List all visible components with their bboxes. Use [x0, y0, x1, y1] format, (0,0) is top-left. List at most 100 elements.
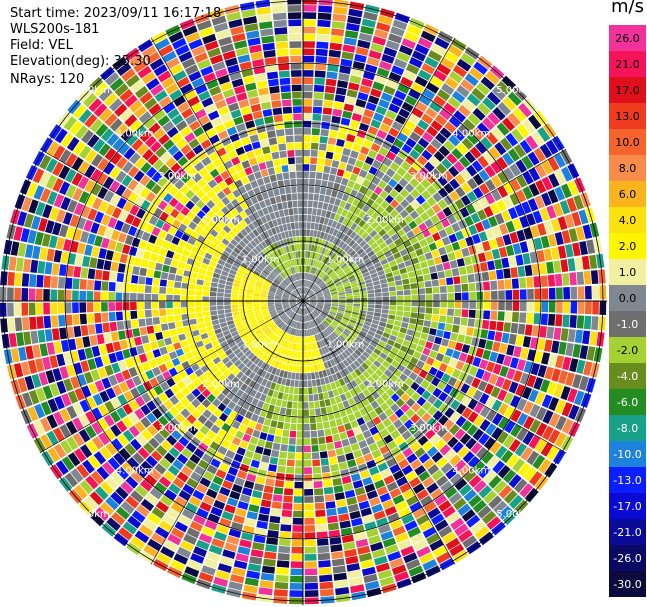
velocity-cell [447, 285, 454, 293]
velocity-cell [319, 282, 325, 288]
velocity-cell [116, 156, 128, 170]
velocity-cell [349, 75, 362, 84]
velocity-cell [312, 357, 317, 365]
velocity-cell [310, 298, 317, 300]
velocity-cell [380, 402, 390, 412]
velocity-cell [381, 392, 390, 402]
velocity-cell [102, 461, 115, 475]
velocity-cell [191, 363, 200, 372]
velocity-cell [315, 278, 321, 284]
velocity-cell [316, 524, 328, 532]
velocity-cell [248, 371, 256, 380]
velocity-cell [289, 302, 297, 306]
velocity-cell [261, 308, 268, 313]
velocity-cell [216, 147, 227, 157]
velocity-cell [60, 196, 71, 211]
velocity-cell [332, 565, 346, 574]
velocity-cell [239, 210, 248, 219]
velocity-cell [163, 257, 172, 266]
velocity-cell [503, 355, 512, 367]
velocity-cell [129, 100, 143, 113]
velocity-cell [226, 126, 238, 136]
velocity-cell [464, 374, 475, 386]
velocity-cell [101, 128, 114, 142]
velocity-cell [519, 372, 530, 385]
velocity-cell [319, 348, 324, 356]
velocity-cell [501, 210, 512, 222]
velocity-cell [65, 420, 78, 435]
velocity-cell [495, 236, 505, 248]
velocity-cell [212, 92, 224, 103]
velocity-cell [436, 475, 449, 487]
velocity-cell [422, 559, 438, 571]
velocity-cell [272, 12, 287, 21]
velocity-cell [250, 103, 262, 113]
velocity-cell [309, 178, 315, 186]
velocity-cell [370, 340, 378, 348]
velocity-cell [266, 434, 275, 442]
velocity-cell [312, 311, 318, 317]
velocity-cell [316, 294, 324, 298]
velocity-cell [225, 449, 236, 459]
velocity-cell [256, 155, 265, 164]
velocity-cell [289, 386, 294, 394]
velocity-cell [345, 164, 354, 173]
velocity-cell [137, 293, 144, 301]
velocity-cell [282, 304, 289, 307]
velocity-cell [537, 127, 551, 142]
velocity-cell [378, 254, 386, 262]
velocity-cell [72, 187, 83, 201]
velocity-cell [367, 250, 375, 258]
velocity-cell [131, 510, 146, 523]
velocity-cell [414, 172, 425, 183]
velocity-cell [491, 301, 498, 310]
velocity-cell [173, 308, 181, 315]
velocity-cell [398, 458, 409, 469]
velocity-cell [124, 114, 138, 127]
velocity-cell [310, 343, 314, 351]
velocity-cell [389, 162, 400, 172]
velocity-cell [273, 280, 280, 286]
velocity-cell [225, 285, 233, 290]
velocity-cell [36, 316, 44, 329]
velocity-cell [345, 310, 352, 314]
velocity-cell [228, 18, 243, 29]
velocity-cell [253, 301, 260, 304]
velocity-cell [400, 76, 413, 88]
velocity-cell [340, 262, 348, 269]
velocity-cell [316, 349, 321, 357]
velocity-cell [294, 273, 298, 281]
velocity-cell [169, 395, 180, 406]
velocity-cell [303, 157, 310, 164]
velocity-cell [282, 106, 292, 114]
velocity-cell [368, 410, 378, 419]
velocity-cell [175, 44, 190, 56]
velocity-cell [464, 215, 474, 227]
velocity-cell [180, 397, 190, 408]
velocity-cell [350, 404, 359, 413]
velocity-cell [270, 285, 278, 290]
velocity-cell [395, 194, 405, 204]
velocity-cell [466, 203, 476, 215]
velocity-cell [16, 332, 25, 347]
velocity-cell [336, 312, 344, 317]
velocity-cell [519, 289, 527, 300]
velocity-cell [334, 380, 341, 388]
velocity-cell [182, 319, 190, 327]
velocity-cell [334, 279, 341, 285]
velocity-cell [214, 174, 224, 184]
velocity-cell [159, 286, 167, 294]
velocity-cell [424, 429, 436, 440]
velocity-cell [339, 409, 347, 418]
velocity-cell [360, 559, 374, 569]
velocity-cell [277, 311, 285, 316]
velocity-cell [380, 530, 394, 541]
velocity-cell [483, 291, 491, 300]
velocity-cell [316, 363, 322, 371]
velocity-cell [359, 423, 369, 433]
velocity-cell [395, 315, 403, 322]
velocity-cell [259, 251, 267, 258]
velocity-cell [380, 92, 393, 103]
velocity-cell [289, 171, 296, 179]
velocity-cell [193, 126, 205, 138]
